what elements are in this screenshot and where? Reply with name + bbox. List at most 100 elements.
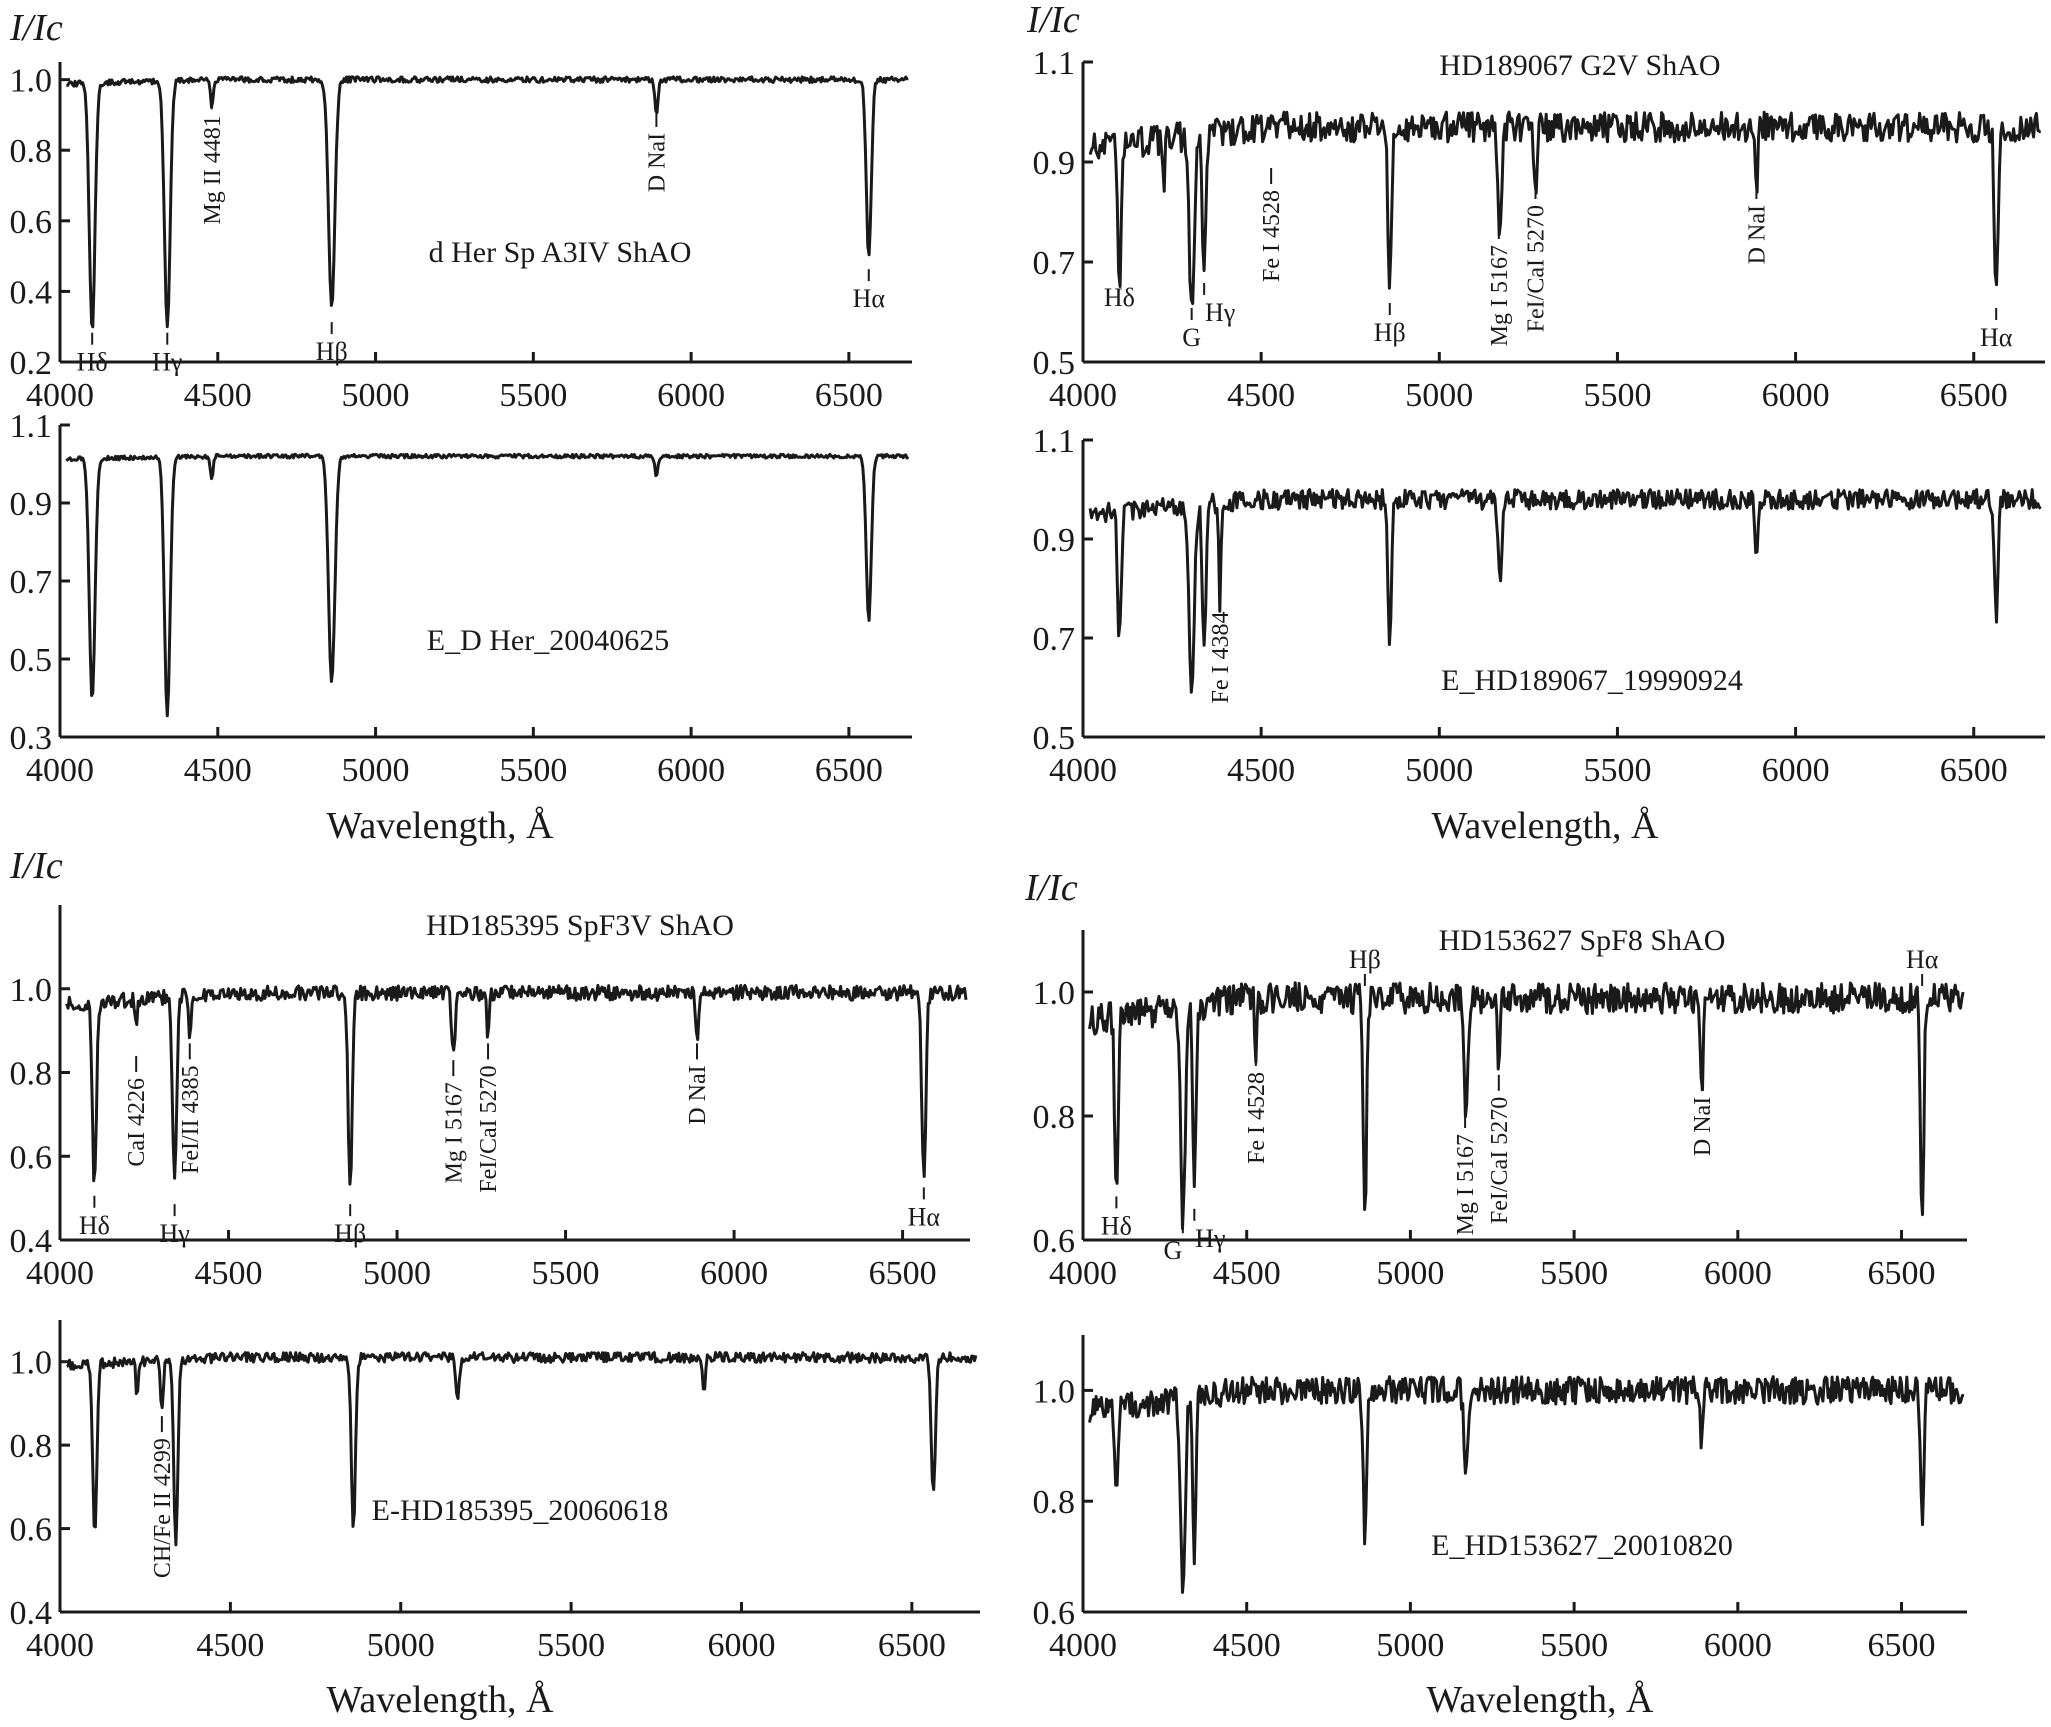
x-tick-label: 5000 — [367, 1627, 435, 1664]
y-tick-label: 1.1 — [1033, 423, 1076, 460]
y-tick-label: 0.4 — [10, 1223, 53, 1260]
line-annotation: Mg I 5167 — [1487, 245, 1513, 346]
line-annotation: D NaI — [644, 133, 670, 192]
line-annotation: FeI/CaI 5270 — [1523, 205, 1549, 332]
y-tick-label: 0.6 — [10, 1512, 53, 1549]
panel-title: E-HD185395_20060618 — [372, 1494, 669, 1527]
y-axis-title: I/Ic — [9, 7, 63, 49]
x-axis-title: Wavelength, Å — [1432, 805, 1660, 847]
x-tick-label: 5500 — [499, 752, 567, 789]
x-tick-label: 6500 — [1940, 752, 2008, 789]
spectrum-line — [66, 75, 909, 329]
x-tick-label: 5500 — [499, 377, 567, 414]
x-tick-label: 4000 — [26, 752, 94, 789]
x-tick-label: 4500 — [196, 1627, 264, 1664]
line-annotation: Hα — [1906, 945, 1939, 974]
panel-title: E_D Her_20040625 — [427, 624, 669, 657]
y-tick-label: 0.8 — [10, 1428, 53, 1465]
line-annotation: Hγ — [1195, 1224, 1225, 1253]
y-tick-label: 1.1 — [10, 408, 53, 445]
x-tick-label: 4500 — [1227, 377, 1295, 414]
line-annotation: Hδ — [77, 348, 108, 377]
y-tick-label: 0.5 — [10, 642, 53, 679]
x-axis-title: Wavelength, Å — [1427, 1679, 1655, 1721]
x-tick-label: 5500 — [1583, 752, 1651, 789]
line-annotation: Mg I 5167 — [1453, 1134, 1479, 1235]
spectrum-panel-6: 4000 4500 5000 5500 6000 6500 0.6 0.8 1.0 HD15362… — [1024, 867, 1967, 1292]
line-annotation: FeI/CaI 5270 — [1487, 1097, 1513, 1224]
line-annotation: D NaI — [1690, 1097, 1716, 1156]
x-axis-title: Wavelength, Å — [327, 1679, 555, 1721]
x-tick-label: 6000 — [1704, 1255, 1772, 1292]
x-tick-label: 6500 — [878, 1627, 946, 1664]
x-tick-label: 6000 — [1762, 377, 1830, 414]
line-annotation: Hδ — [1101, 1211, 1132, 1240]
spectrum-panel-7: 4000 4500 5000 5500 6000 6500 0.4 0.6 0.8 1.0 E-HD… — [10, 1320, 980, 1721]
y-tick-label: 1.0 — [10, 972, 53, 1009]
spectrum-line — [1088, 1375, 1965, 1594]
line-annotation: D NaI — [685, 1065, 711, 1124]
spectrum-panel-5: 4000 4500 5000 5500 6000 6500 0.4 0.6 0.8 1.0 HD18… — [9, 845, 970, 1292]
y-tick-label: 1.0 — [1033, 1373, 1076, 1410]
line-annotation: CaI 4226 — [124, 1078, 150, 1167]
spectrum-panel-8: 4000 4500 5000 5500 6000 6500 0.6 0.8 1.0 E_HD153… — [1033, 1335, 1967, 1721]
x-tick-label: 6000 — [1704, 1627, 1772, 1664]
line-annotation: FeI/CaI 5270 — [476, 1065, 502, 1192]
x-tick-label: 4000 — [26, 1627, 94, 1664]
line-annotation: Mg II 4481 — [200, 115, 226, 224]
y-axis-title: I/Ic — [9, 845, 63, 887]
panel-title: E_HD153627_20010820 — [1431, 1529, 1733, 1562]
x-tick-label: 4500 — [184, 377, 252, 414]
x-tick-label: 4000 — [26, 1255, 94, 1292]
line-annotation: Hβ — [334, 1219, 366, 1248]
y-tick-label: 0.6 — [10, 1139, 53, 1176]
x-tick-label: 5000 — [1405, 377, 1473, 414]
y-tick-label: 0.8 — [10, 133, 53, 170]
x-tick-label: 6000 — [707, 1627, 775, 1664]
y-tick-label: 0.9 — [10, 486, 53, 523]
x-tick-label: 6500 — [815, 752, 883, 789]
spectrum-line — [1088, 981, 1965, 1230]
x-tick-label: 4500 — [184, 752, 252, 789]
y-tick-label: 0.8 — [1033, 1484, 1076, 1521]
line-annotation: Hγ — [159, 1219, 189, 1248]
y-tick-label: 1.1 — [1033, 45, 1076, 82]
x-tick-label: 4000 — [1049, 377, 1117, 414]
x-tick-label: 4000 — [1049, 1627, 1117, 1664]
y-tick-label: 0.4 — [10, 274, 53, 311]
spectrum-panel-3: 4000 4500 5000 5500 6000 6500 0.3 0.5 0.7 0.9 1.1 E… — [10, 408, 912, 847]
y-tick-label: 0.8 — [1033, 1099, 1076, 1136]
x-tick-label: 4500 — [1227, 752, 1295, 789]
line-annotation: FeI/II 4385 — [178, 1065, 204, 1174]
x-tick-label: 6500 — [869, 1255, 937, 1292]
panel-title: d Her Sp A3IV ShAO — [429, 236, 692, 269]
x-tick-label: 4500 — [195, 1255, 263, 1292]
x-tick-label: 6000 — [657, 752, 725, 789]
line-annotation: CH/Fe II 4299 — [150, 1438, 176, 1578]
panel-title: E_HD189067_19990924 — [1441, 664, 1743, 697]
x-tick-label: 5500 — [1540, 1255, 1608, 1292]
line-annotation: Fe I 4384 — [1208, 611, 1234, 703]
x-tick-label: 6000 — [1762, 752, 1830, 789]
spectrum-panel-2: 4000 4500 5000 5500 6000 6500 0.5 0.7 0.9 1.1 HD18… — [1026, 0, 2045, 414]
x-tick-label: 4500 — [1213, 1627, 1281, 1664]
line-annotation: Hα — [853, 284, 886, 313]
y-tick-label: 0.9 — [1033, 145, 1076, 182]
y-tick-label: 1.0 — [10, 1345, 53, 1382]
x-tick-label: 5500 — [537, 1627, 605, 1664]
line-annotation: G — [1163, 1236, 1182, 1265]
x-tick-label: 4000 — [26, 377, 94, 414]
x-tick-label: 5500 — [1583, 377, 1651, 414]
x-tick-label: 5500 — [1540, 1627, 1608, 1664]
y-tick-label: 0.7 — [1033, 245, 1076, 282]
y-tick-label: 1.0 — [1033, 975, 1076, 1012]
x-tick-label: 6000 — [657, 377, 725, 414]
line-annotation: D NaI — [1744, 205, 1770, 264]
spectrum-line — [66, 1351, 978, 1547]
line-annotation: Hβ — [316, 337, 348, 366]
y-tick-label: 0.5 — [1033, 345, 1076, 382]
x-tick-label: 5000 — [363, 1255, 431, 1292]
x-tick-label: 5000 — [342, 752, 410, 789]
x-tick-label: 6500 — [1868, 1627, 1936, 1664]
